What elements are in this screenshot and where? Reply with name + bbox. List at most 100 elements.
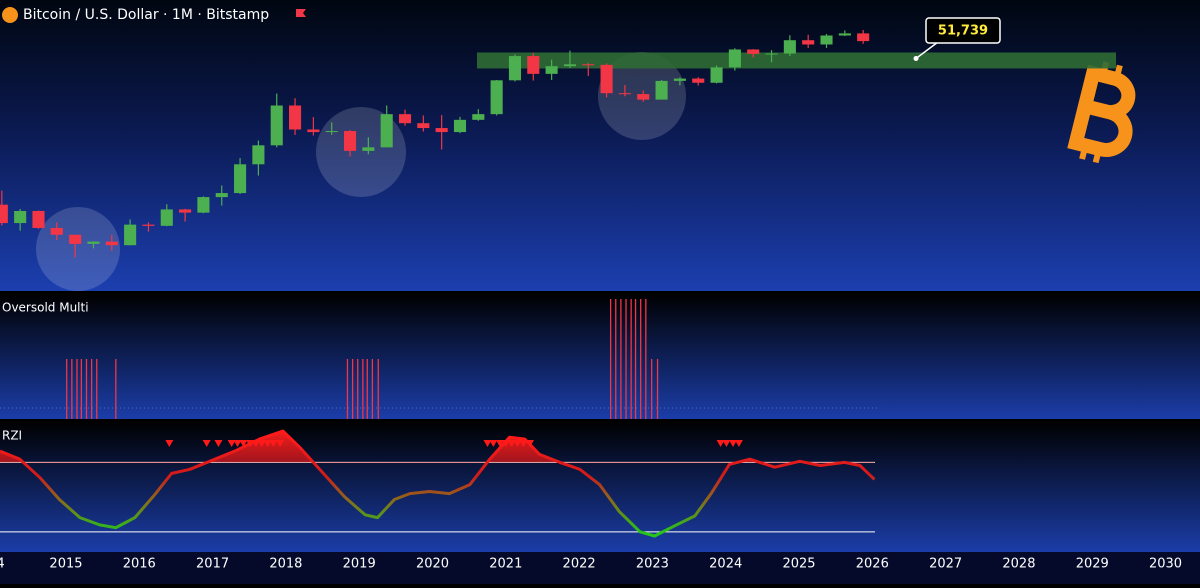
sell-signal bbox=[251, 440, 260, 447]
candle-body bbox=[398, 114, 412, 124]
x-tick-label: 2015 bbox=[49, 557, 82, 572]
flag-icon bbox=[296, 9, 306, 17]
candle-body bbox=[838, 33, 851, 36]
sell-signal bbox=[722, 440, 731, 447]
x-tick-label: 2020 bbox=[416, 557, 449, 572]
candle-body bbox=[69, 234, 82, 244]
candle-body bbox=[655, 80, 668, 100]
candle-body bbox=[215, 193, 228, 198]
plot: 51,739 4 2015 2016 2017 2018 2019 2020 2021 2022 2… bbox=[0, 17, 1182, 572]
candle-body bbox=[857, 33, 870, 42]
highlight-circle bbox=[36, 207, 120, 291]
candle-body bbox=[490, 80, 503, 115]
candle-body bbox=[563, 64, 576, 67]
candle-body bbox=[582, 64, 595, 66]
candle-body bbox=[124, 224, 137, 246]
sell-signal bbox=[233, 440, 242, 447]
candle-body bbox=[307, 129, 320, 133]
sell-signal bbox=[495, 440, 504, 447]
header: Bitcoin / U.S. Dollar · 1M · Bitstamp bbox=[2, 7, 306, 23]
oversold-panel bbox=[0, 293, 1200, 419]
sell-signal bbox=[734, 440, 743, 447]
level-pointer bbox=[915, 41, 939, 60]
x-tick-label: 2023 bbox=[636, 557, 669, 572]
bitcoin-logo bbox=[1067, 61, 1136, 164]
candle-body bbox=[692, 78, 705, 83]
panel-title: RZI bbox=[2, 429, 22, 443]
panel-title: Oversold Multi bbox=[2, 301, 89, 315]
sell-signal bbox=[489, 440, 498, 447]
candle-body bbox=[802, 40, 815, 45]
level-label-box bbox=[925, 17, 1001, 44]
candle-body bbox=[673, 78, 686, 81]
candle-body bbox=[747, 49, 760, 54]
sell-signal bbox=[165, 440, 174, 447]
x-tick-label: 2030 bbox=[1149, 557, 1182, 572]
x-tick-label: 2029 bbox=[1076, 557, 1109, 572]
candle-body bbox=[343, 131, 357, 151]
sell-signal bbox=[245, 440, 254, 447]
candle-body bbox=[270, 105, 283, 146]
candle-body bbox=[618, 93, 631, 95]
x-tick-label: 2017 bbox=[196, 557, 229, 572]
candle-body bbox=[252, 145, 265, 165]
sell-signal bbox=[202, 440, 211, 447]
sell-signal bbox=[525, 440, 534, 447]
sell-signal bbox=[513, 440, 522, 447]
candle-body bbox=[637, 94, 650, 100]
candle-body bbox=[87, 241, 100, 244]
x-tick-label: 2024 bbox=[709, 557, 742, 572]
sell-signal bbox=[239, 440, 248, 447]
candle-body bbox=[234, 164, 247, 194]
candle-body bbox=[417, 123, 430, 129]
candle-body bbox=[50, 227, 63, 235]
candle-body bbox=[472, 114, 485, 120]
sell-signal bbox=[227, 440, 236, 447]
x-tick-label: 2025 bbox=[782, 557, 815, 572]
candle-body bbox=[0, 204, 8, 224]
sell-signal bbox=[269, 440, 278, 447]
sell-signal bbox=[257, 440, 266, 447]
candle-body bbox=[600, 64, 613, 94]
candle-body bbox=[105, 241, 118, 246]
candle-body bbox=[14, 210, 27, 224]
candle-body bbox=[527, 56, 540, 74]
candle-body bbox=[545, 66, 558, 74]
sell-signal bbox=[501, 440, 510, 447]
sell-signal bbox=[276, 440, 285, 447]
candle-body bbox=[728, 49, 741, 68]
chart-title: Bitcoin / U.S. Dollar · 1M · Bitstamp bbox=[23, 7, 269, 23]
candle-body bbox=[453, 119, 467, 133]
x-tick-label: 2026 bbox=[856, 557, 889, 572]
candle-body bbox=[710, 67, 723, 83]
x-tick-label: 2019 bbox=[343, 557, 376, 572]
candle-body bbox=[325, 131, 338, 133]
sell-signal bbox=[263, 440, 272, 447]
candle-body bbox=[362, 147, 375, 151]
candle-body bbox=[142, 224, 155, 226]
sell-signal bbox=[214, 440, 223, 447]
x-tick-label: 2028 bbox=[1002, 557, 1035, 572]
candle-body bbox=[289, 105, 302, 130]
rzi-line bbox=[0, 429, 876, 538]
candle-body bbox=[765, 53, 778, 55]
candle-body bbox=[508, 56, 522, 81]
x-tick-label: 2021 bbox=[489, 557, 522, 572]
level-dot bbox=[913, 55, 919, 61]
candle-body bbox=[783, 40, 796, 54]
sell-signal bbox=[507, 440, 516, 447]
price-panel bbox=[0, 0, 1200, 291]
x-tick-label: 2018 bbox=[269, 557, 302, 572]
x-tick-label: 2016 bbox=[123, 557, 156, 572]
candle-body bbox=[820, 35, 833, 45]
candles bbox=[0, 29, 1116, 258]
candle-body bbox=[179, 209, 192, 213]
candle-body bbox=[380, 114, 393, 148]
level-label: 51,739 bbox=[938, 24, 988, 39]
bitcoin-logo-b bbox=[1067, 64, 1136, 157]
candle-body bbox=[435, 128, 448, 133]
x-tick-label: 2022 bbox=[563, 557, 596, 572]
bitcoin-logo-ticks bbox=[1079, 61, 1123, 164]
sell-signal bbox=[483, 440, 492, 447]
